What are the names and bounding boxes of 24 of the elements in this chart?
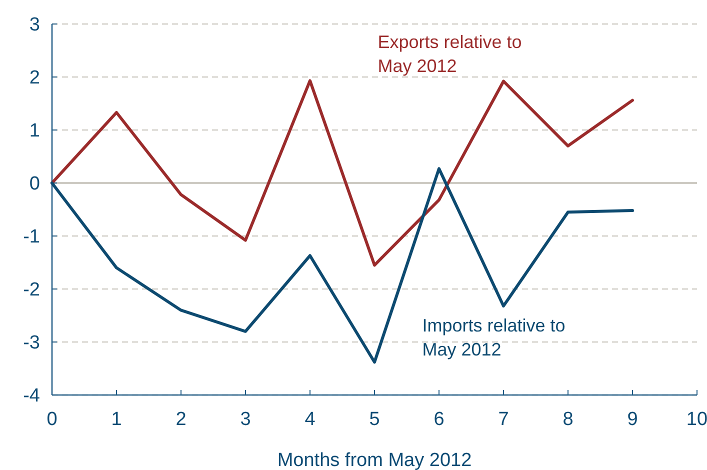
y-tick-label: -4 — [23, 386, 40, 407]
line-series — [50, 79, 634, 267]
y-tick-label: 2 — [29, 68, 40, 89]
y-tick-label: -1 — [23, 226, 40, 248]
x-tick-label: 0 — [46, 409, 58, 430]
x-tick-label: 7 — [498, 409, 509, 430]
y-tick-label: 1 — [29, 120, 40, 142]
series-label: Exports relative to May 2012 — [378, 32, 522, 76]
line-series — [50, 167, 634, 364]
x-tick-label: 2 — [176, 409, 186, 430]
y-tick-label: -3 — [23, 332, 40, 354]
series-label: Imports relative to May 2012 — [422, 315, 566, 360]
x-tick-label: 6 — [434, 409, 444, 430]
x-tick-label: 3 — [240, 409, 251, 430]
y-tick-label: -2 — [23, 280, 40, 301]
y-tick-label: 0 — [29, 174, 40, 195]
x-tick-label: 8 — [562, 409, 574, 430]
x-axis-title: Months from May 2012 — [277, 450, 472, 470]
x-tick-label: 1 — [111, 409, 122, 430]
x-tick-label: 10 — [686, 409, 707, 430]
x-tick-label: 5 — [369, 409, 380, 430]
x-tick-label: 4 — [304, 409, 316, 430]
y-tick-label: 3 — [29, 14, 40, 36]
x-tick-label: 9 — [627, 409, 638, 430]
